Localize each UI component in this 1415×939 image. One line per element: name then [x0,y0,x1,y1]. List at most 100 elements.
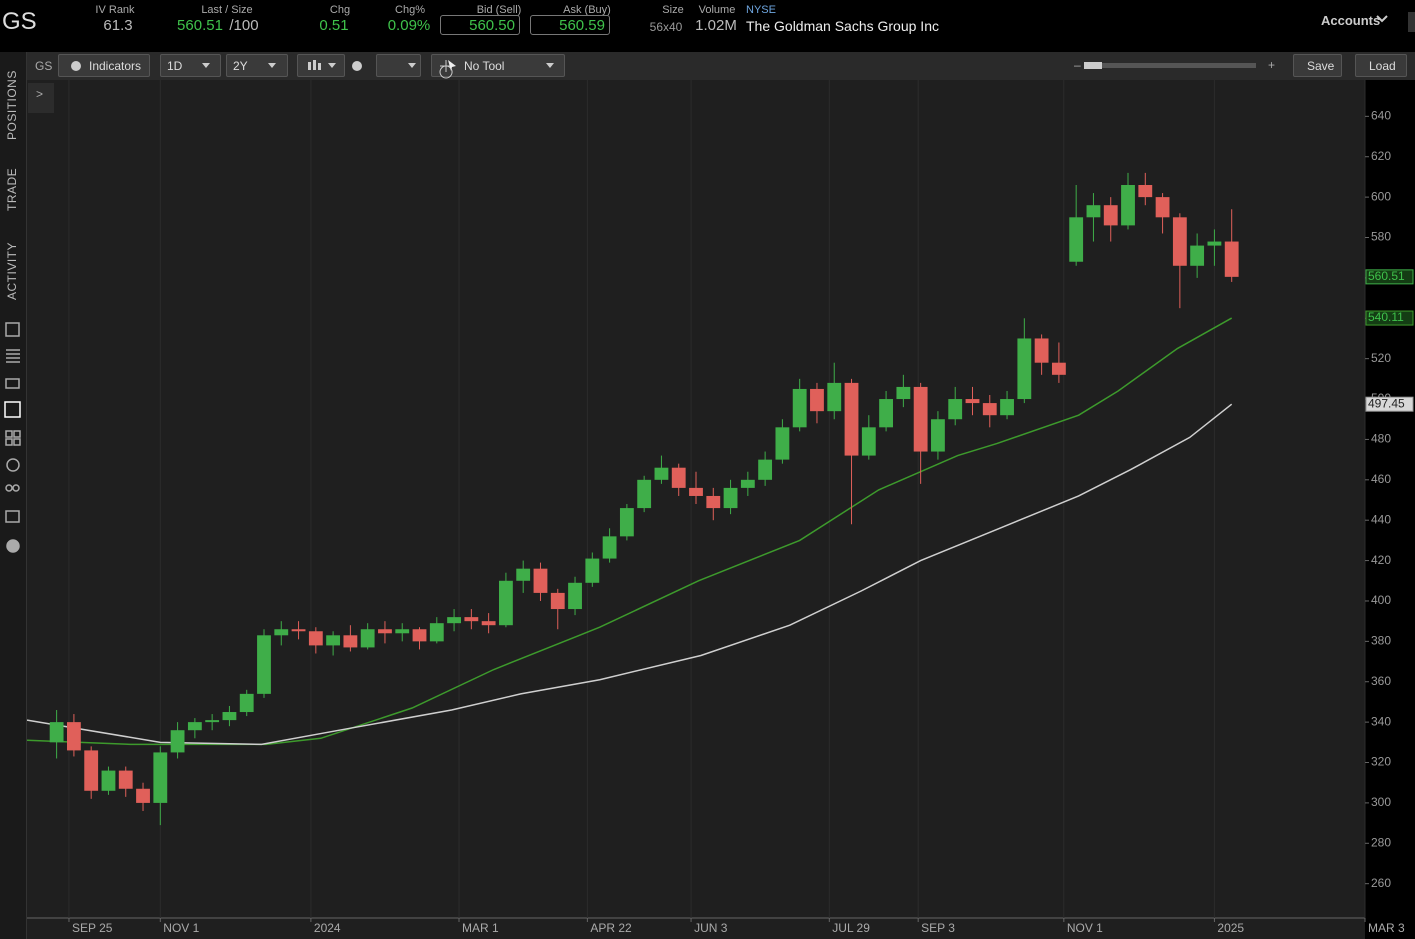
x-tick-label: JUN 3 [694,921,728,935]
y-tick-label: 340 [1371,714,1391,728]
candle-body [170,730,185,753]
y-tick-label: 460 [1371,472,1391,486]
quote-bar [0,0,1415,50]
zoom-slider[interactable]: – + [1070,58,1280,74]
candle-body [84,750,99,791]
exchange: NYSE [746,4,776,16]
candle-body [412,629,427,642]
x-tick-label: MAR 3 [1368,921,1405,935]
sidebar-tab[interactable]: ACTIVITY [5,241,19,300]
candle-body [1034,338,1049,363]
candle-body [464,617,479,622]
field-label: IV Rank [95,4,135,16]
price-tag-label: 540.11 [1368,310,1404,324]
chart-symbol: GS [35,59,53,73]
candle-body [602,536,617,559]
candle-body [516,568,531,581]
save-button[interactable]: Save [1293,54,1342,77]
candle-body [879,399,893,428]
crosshair-select[interactable] [376,54,421,77]
interval-select[interactable]: 1D [160,54,221,77]
y-tick-label: 320 [1371,755,1391,769]
load-button[interactable]: Load [1355,54,1407,77]
moving-average-line [27,317,1233,746]
candle-body [533,568,548,593]
y-tick-label: 420 [1371,553,1391,567]
price-tag-label: 497.45 [1368,396,1405,410]
y-tick-label: 580 [1371,230,1391,244]
indicators-button[interactable]: Indicators [58,54,150,77]
candle-body [827,382,842,412]
candle-body [758,459,773,480]
y-tick-label: 260 [1371,876,1391,890]
y-tick-label: 380 [1371,634,1391,648]
expand-button[interactable] [28,83,54,113]
sidebar-icons[interactable] [3,318,23,558]
candle-body [360,629,375,648]
price-tag [1365,396,1414,412]
bid-box[interactable]: 560.50 [440,15,520,35]
candle-body [585,558,600,583]
toolbar-icons [71,60,554,79]
field-label: Chg% [395,4,425,16]
candle-body [861,427,876,456]
candle-body [568,582,582,610]
chart: > SEP 25 NOV 1 2024 MAR 1 APR 22 JUN 3 JUL 29 S… [27,80,1414,939]
y-tick-label: 600 [1371,189,1391,203]
candle-body [1086,205,1101,218]
candle-body [66,722,81,751]
field-label: Last / Size [201,4,253,16]
accounts-menu[interactable]: Accounts [1321,13,1381,28]
field-value: 1.02M [695,17,737,34]
sidebar-tab[interactable]: TRADE [5,167,19,211]
field-label: Volume [698,4,736,16]
candle-body [1103,205,1118,226]
field-value: 56x40 [649,20,683,34]
field-value: 0.51 [319,17,349,34]
candle-body [395,629,410,634]
field-value: 61.3 [103,17,133,34]
field-label: Bid (Sell) [476,4,522,16]
field-value: /100 [229,17,259,34]
candle-body [1224,241,1239,277]
range-select[interactable]: 2Y [226,54,288,77]
candle-body [291,629,306,632]
candle-body [1121,185,1135,226]
candle-body [378,629,392,634]
candle-body [1017,338,1032,400]
x-axis-band [27,918,1365,939]
candle-body [447,617,461,624]
y-tick-label: 480 [1371,432,1391,446]
candle-body [740,479,755,488]
y-tick-label: 280 [1371,835,1391,849]
candle-body [118,770,133,789]
candle-body [308,631,323,646]
x-tick-label: NOV 1 [163,921,199,935]
expand-label[interactable]: > [36,87,43,101]
candle-body [239,693,254,713]
y-tick-label: 520 [1371,351,1391,365]
x-tick-label: APR 22 [590,921,632,935]
candle-body [1207,241,1222,246]
x-tick-label: SEP 25 [72,921,113,935]
moving-average-line [27,403,1233,746]
sidebar-tab[interactable]: POSITIONS [5,70,19,140]
candle-body [1138,185,1153,198]
candle-body [49,722,64,743]
candle-body [896,386,911,400]
candle-body [499,580,513,626]
field-label: Size [662,4,684,16]
svg-text:–: – [1074,58,1081,72]
sidebar [0,52,27,939]
candle-body [948,399,963,420]
candle-body [723,487,738,509]
tool-select[interactable]: No Tool [431,54,565,77]
accounts-arrow[interactable] [1376,14,1388,24]
price-tag [1365,310,1414,326]
y-tick-label: 440 [1371,512,1391,526]
y-tick-label: 640 [1371,109,1391,123]
y-tick-label: 400 [1371,593,1391,607]
candle-body [637,479,652,509]
ask-box[interactable]: 560.59 [530,15,610,35]
